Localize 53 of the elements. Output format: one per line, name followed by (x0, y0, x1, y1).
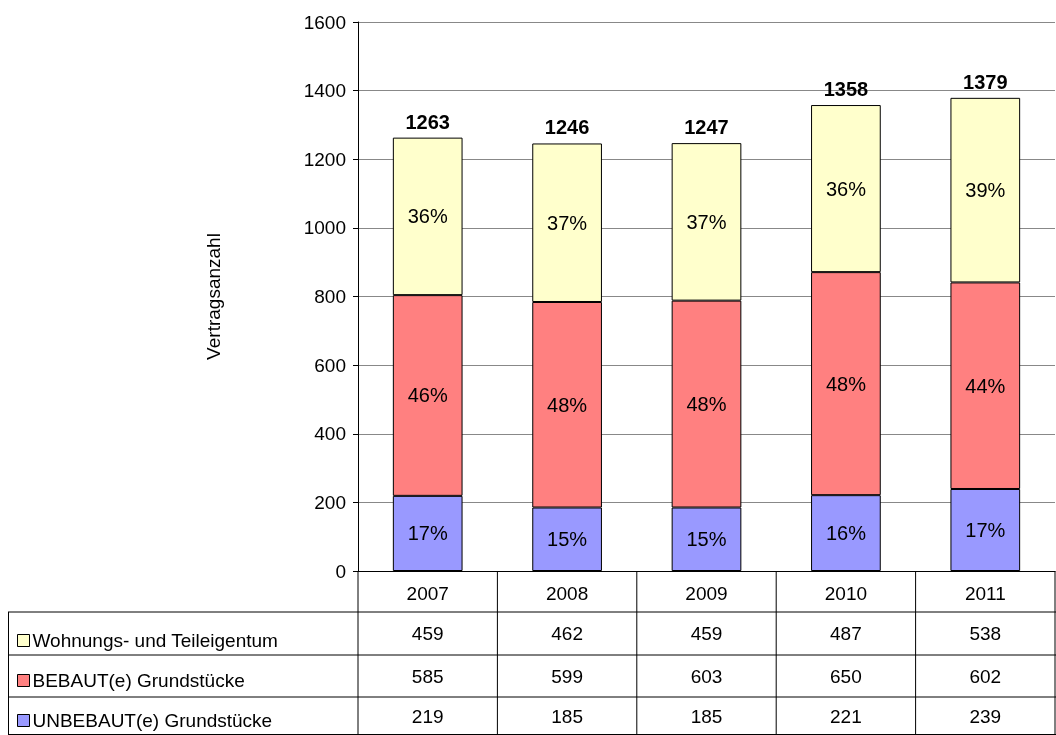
total-label: 1358 (823, 78, 869, 101)
annotation: 36% (407, 205, 448, 228)
y-tick-label: 600 (314, 354, 346, 376)
y-tick-label: 1200 (303, 148, 346, 170)
y-tick-label: 0 (335, 560, 346, 582)
x-tick-label: 2007 (406, 583, 449, 604)
annotation: 15% (547, 528, 588, 551)
legend-label: Wohnungs- und Teileigentum (32, 630, 278, 651)
data-label: 221 (830, 705, 862, 727)
data-label: 538 (969, 623, 1002, 644)
total-label: 1247 (684, 116, 729, 139)
data-label: 239 (969, 705, 1002, 727)
data-label: 585 (411, 665, 444, 687)
y-axis-title: Vertragsanzahl (203, 233, 224, 360)
annotation: 46% (407, 384, 448, 407)
annotation: 39% (965, 179, 1006, 202)
data-label: 459 (690, 623, 723, 644)
y-tick-label: 400 (314, 423, 346, 445)
y-tick-label: 800 (314, 286, 346, 307)
annotation: 16% (825, 522, 867, 545)
annotation: 44% (965, 374, 1006, 397)
annotation: 37% (686, 210, 727, 233)
data-label: 603 (690, 665, 723, 687)
y-tick-label: 1000 (303, 217, 346, 239)
x-tick-label: 2011 (964, 583, 1006, 604)
annotation: 17% (965, 519, 1006, 541)
total-label: 1246 (544, 116, 590, 139)
annotation: 37% (547, 211, 588, 234)
data-label: 602 (969, 665, 1002, 687)
data-label: 459 (411, 623, 444, 644)
annotation: 17% (407, 522, 448, 545)
y-tick-label: 1600 (303, 11, 346, 33)
data-label: 462 (551, 623, 583, 644)
y-tick-label: 1400 (303, 80, 346, 102)
annotation: 48% (547, 393, 588, 416)
y-tick-label: 200 (314, 491, 346, 513)
x-tick-label: 2008 (545, 583, 589, 604)
data-label: 599 (551, 665, 583, 687)
data-label: 219 (411, 705, 444, 727)
data-label: 185 (551, 705, 583, 727)
annotation: 15% (686, 528, 727, 551)
data-label: 650 (830, 665, 862, 687)
annotation: 48% (686, 393, 727, 416)
data-label: 185 (690, 705, 723, 727)
annotation: 48% (825, 372, 867, 395)
legend-label: BEBAUT(e) Grundstücke (32, 670, 245, 691)
total-label: 1379 (963, 70, 1008, 93)
data-label: 487 (830, 623, 862, 644)
x-tick-label: 2010 (824, 583, 868, 604)
x-tick-label: 2009 (685, 583, 728, 604)
total-label: 1263 (405, 110, 450, 133)
annotation: 36% (825, 177, 867, 200)
legend-label: UNBEBAUT(e) Grundstücke (32, 710, 273, 731)
